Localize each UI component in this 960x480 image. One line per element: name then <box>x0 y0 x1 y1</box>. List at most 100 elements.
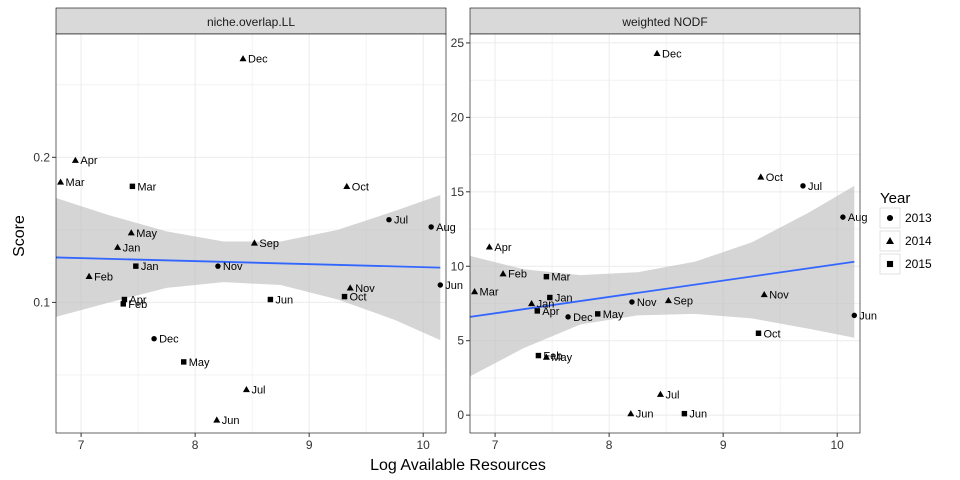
data-point <box>535 352 542 359</box>
point-label: Mar <box>551 272 570 284</box>
legend-title: Year <box>880 190 910 207</box>
point-label: Jan <box>123 242 141 254</box>
data-point <box>664 296 672 304</box>
data-point <box>629 299 635 305</box>
point-label: Jan <box>141 261 159 273</box>
y-tick-label: 15 <box>451 185 465 199</box>
x-tick-label: 9 <box>720 438 727 452</box>
point-label: Nov <box>355 283 375 295</box>
x-tick-label: 8 <box>192 438 199 452</box>
point-label: Jan <box>537 298 555 310</box>
data-point <box>114 243 122 250</box>
data-point <box>346 284 354 291</box>
panels: niche.overlap.LL Dec Apr Mar Mar Oct Jul Aug May… <box>33 7 877 452</box>
panel-title: weighted NODF <box>621 15 707 29</box>
data-point <box>681 410 688 417</box>
point-label: Sep <box>259 238 279 250</box>
point-label: Jun <box>689 409 707 421</box>
data-point <box>215 263 221 269</box>
point-label: Sep <box>673 295 693 307</box>
point-label: Jun <box>275 295 293 307</box>
point-label: Nov <box>769 290 789 302</box>
y-tick-label: 0 <box>457 408 464 422</box>
y-tick-label: 5 <box>457 334 464 348</box>
grid <box>470 34 860 433</box>
data-point <box>755 330 762 336</box>
data-point <box>851 312 858 319</box>
point-label: Dec <box>662 48 682 60</box>
data-point <box>343 182 351 189</box>
panel-border <box>55 33 447 434</box>
confidence-ribbon <box>56 195 441 341</box>
y-tick-label: 0.1 <box>33 295 50 309</box>
data-point <box>85 272 93 279</box>
y-axis-label: Score <box>11 215 28 257</box>
point-label: Aug <box>848 212 868 224</box>
data-point <box>594 311 601 317</box>
point-label: May <box>189 357 210 369</box>
point-label: Jul <box>394 215 408 227</box>
point-label: Jun <box>636 409 654 421</box>
data-point <box>543 273 550 280</box>
data-point <box>542 353 550 360</box>
point-label: May <box>136 228 157 240</box>
legend-label: 2015 <box>905 257 932 271</box>
data-point <box>180 359 187 365</box>
ticks: 7 8 9 10 0.1 0.2 <box>33 150 430 452</box>
point-label: Feb <box>94 271 113 283</box>
point-label: Apr <box>129 295 146 307</box>
x-tick-label: 8 <box>606 438 613 452</box>
data-point <box>485 243 493 250</box>
data-point <box>129 183 136 190</box>
point-label: Jul <box>251 384 265 396</box>
data-point <box>250 239 258 246</box>
legend-label: 2014 <box>905 234 932 248</box>
point-label: Dec <box>159 334 179 346</box>
y-tick-label: 10 <box>451 259 465 273</box>
point-label: Oct <box>764 328 781 340</box>
y-tick-label: 25 <box>451 36 465 50</box>
data-point <box>565 314 571 320</box>
point-label: May <box>603 309 624 321</box>
legend-triangle-icon <box>886 237 894 244</box>
y-tick-label: 0.2 <box>33 150 50 164</box>
point-label: Apr <box>80 155 97 167</box>
point-label: Jul <box>665 389 679 401</box>
point-label: Jun <box>222 415 240 427</box>
panel-strip <box>469 7 861 35</box>
x-tick-label: 7 <box>78 438 85 452</box>
data-point <box>471 288 479 295</box>
point-label: Oct <box>766 172 783 184</box>
panel-2: weighted NODF Dec Oct Jul Aug Apr Feb Mar Mar Nov… <box>451 7 877 452</box>
legend-label: 2013 <box>905 211 932 225</box>
point-label: Mar <box>137 181 156 193</box>
point-label: Feb <box>128 299 147 311</box>
data-point <box>499 270 507 277</box>
data-point <box>760 291 768 298</box>
data-point <box>528 299 536 307</box>
point-label: Mar <box>66 177 85 189</box>
point-label: Nov <box>637 297 657 309</box>
point-label: Jul <box>808 181 822 193</box>
panel-strip <box>55 7 447 35</box>
data-point <box>213 416 221 423</box>
ticks: 7 8 9 10 0 5 10 15 20 25 <box>451 36 845 452</box>
data-point <box>627 410 635 417</box>
data-point <box>653 49 661 56</box>
data-point <box>800 183 806 189</box>
data-point <box>341 293 348 300</box>
legend: Year 2013 2014 2015 <box>879 190 932 275</box>
data-point <box>840 214 846 220</box>
data-point <box>121 296 128 303</box>
data-point <box>127 229 135 236</box>
data-point <box>267 296 274 303</box>
x-tick-label: 10 <box>831 438 845 452</box>
data-point <box>57 178 65 185</box>
data-point <box>534 308 541 314</box>
data-point <box>242 385 250 393</box>
data-point <box>133 263 139 269</box>
point-label: Dec <box>573 312 593 324</box>
